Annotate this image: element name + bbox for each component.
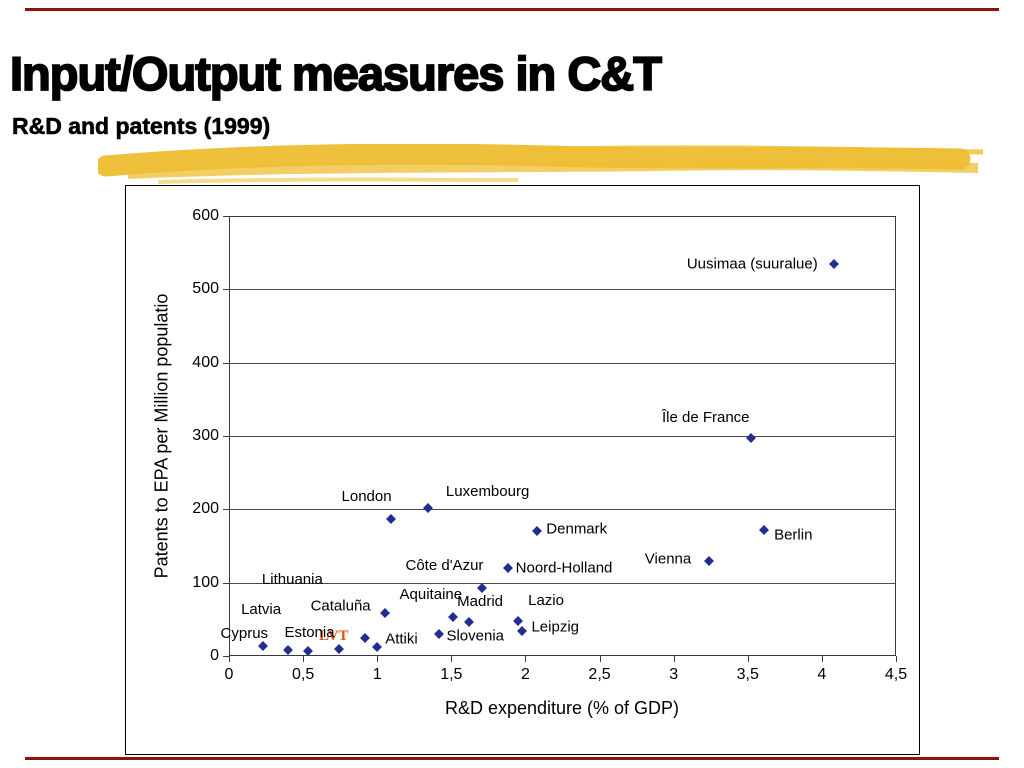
y-tick-label: 0 — [210, 647, 219, 664]
gridline — [229, 362, 896, 364]
y-tick — [223, 362, 229, 364]
y-tick-label: 300 — [192, 427, 219, 444]
point-label: Slovenia — [446, 627, 505, 645]
x-axis-title: R&D expenditure (% of GDP) — [444, 698, 680, 718]
x-tick — [747, 656, 749, 662]
point-label: Côte d'Azur — [405, 556, 484, 574]
x-tick-label: 2,5 — [588, 666, 611, 683]
x-tick — [525, 656, 527, 662]
point-label: Vienna — [644, 550, 692, 568]
y-axis-title: Patents to EPA per Million populatio — [151, 293, 172, 579]
point-label: Estonia — [284, 623, 335, 641]
point-label: Latvia — [241, 601, 282, 619]
y-tick-label: 500 — [192, 280, 219, 298]
point-label: Lithuania — [261, 570, 323, 588]
point-label: Uusimaa (suuralue) — [686, 255, 818, 273]
x-tick — [821, 656, 823, 662]
x-tick-label: 0,5 — [291, 666, 315, 683]
point-label: Berlin — [774, 526, 813, 544]
gridline — [229, 509, 896, 511]
x-tick-label: 4,5 — [884, 666, 908, 683]
y-tick — [223, 509, 229, 511]
point-label: LVT — [318, 627, 349, 644]
point-label: Île de France — [661, 409, 750, 427]
point-label: Cyprus — [220, 625, 269, 643]
y-tick-label: 400 — [192, 353, 219, 371]
point-label: Luxembourg — [445, 482, 530, 500]
slide-title: Input/Output measures in C&T — [9, 47, 663, 100]
x-tick-label: 1 — [372, 666, 382, 683]
x-tick-label: 2 — [520, 666, 530, 683]
x-tick-label: 3 — [669, 666, 679, 683]
point-label: Attiki — [385, 630, 418, 648]
x-tick — [673, 656, 675, 662]
point-label: Denmark — [546, 520, 608, 538]
point-label: Leipzig — [531, 618, 580, 636]
point-label: Noord-Holland — [515, 559, 613, 577]
x-tick — [896, 656, 897, 662]
gridline — [229, 582, 896, 584]
chart: R&D expenditure (% of GDP) Patents to EP… — [125, 185, 920, 755]
y-tick — [223, 289, 229, 291]
y-tick — [223, 582, 229, 584]
y-tick — [223, 656, 229, 657]
x-tick — [451, 656, 453, 662]
gridline — [229, 436, 896, 437]
x-tick — [377, 656, 379, 662]
point-label: Madrid — [457, 593, 504, 611]
x-tick-label: 1,5 — [440, 666, 463, 683]
y-tick — [223, 216, 229, 217]
point-label: Aquitaine — [399, 586, 463, 604]
y-tick-label: 100 — [192, 573, 219, 591]
point-label: Lazio — [528, 591, 564, 609]
top-rule — [25, 8, 999, 11]
bottom-rule — [25, 757, 999, 760]
point-label: London — [341, 487, 392, 505]
y-tick-label: 600 — [192, 207, 219, 224]
slide-subtitle: R&D and patents (1999) — [12, 113, 271, 140]
highlight-stroke-icon — [98, 144, 984, 184]
y-tick-label: 200 — [192, 500, 219, 518]
x-tick — [303, 656, 305, 662]
x-tick — [229, 656, 230, 662]
y-tick — [223, 436, 229, 437]
x-tick-label: 3,5 — [736, 666, 759, 683]
x-tick-label: 4 — [817, 666, 827, 683]
x-tick — [599, 656, 601, 662]
point-label: Cataluña — [310, 597, 371, 615]
x-tick-label: 0 — [224, 666, 234, 683]
gridline — [229, 289, 896, 291]
